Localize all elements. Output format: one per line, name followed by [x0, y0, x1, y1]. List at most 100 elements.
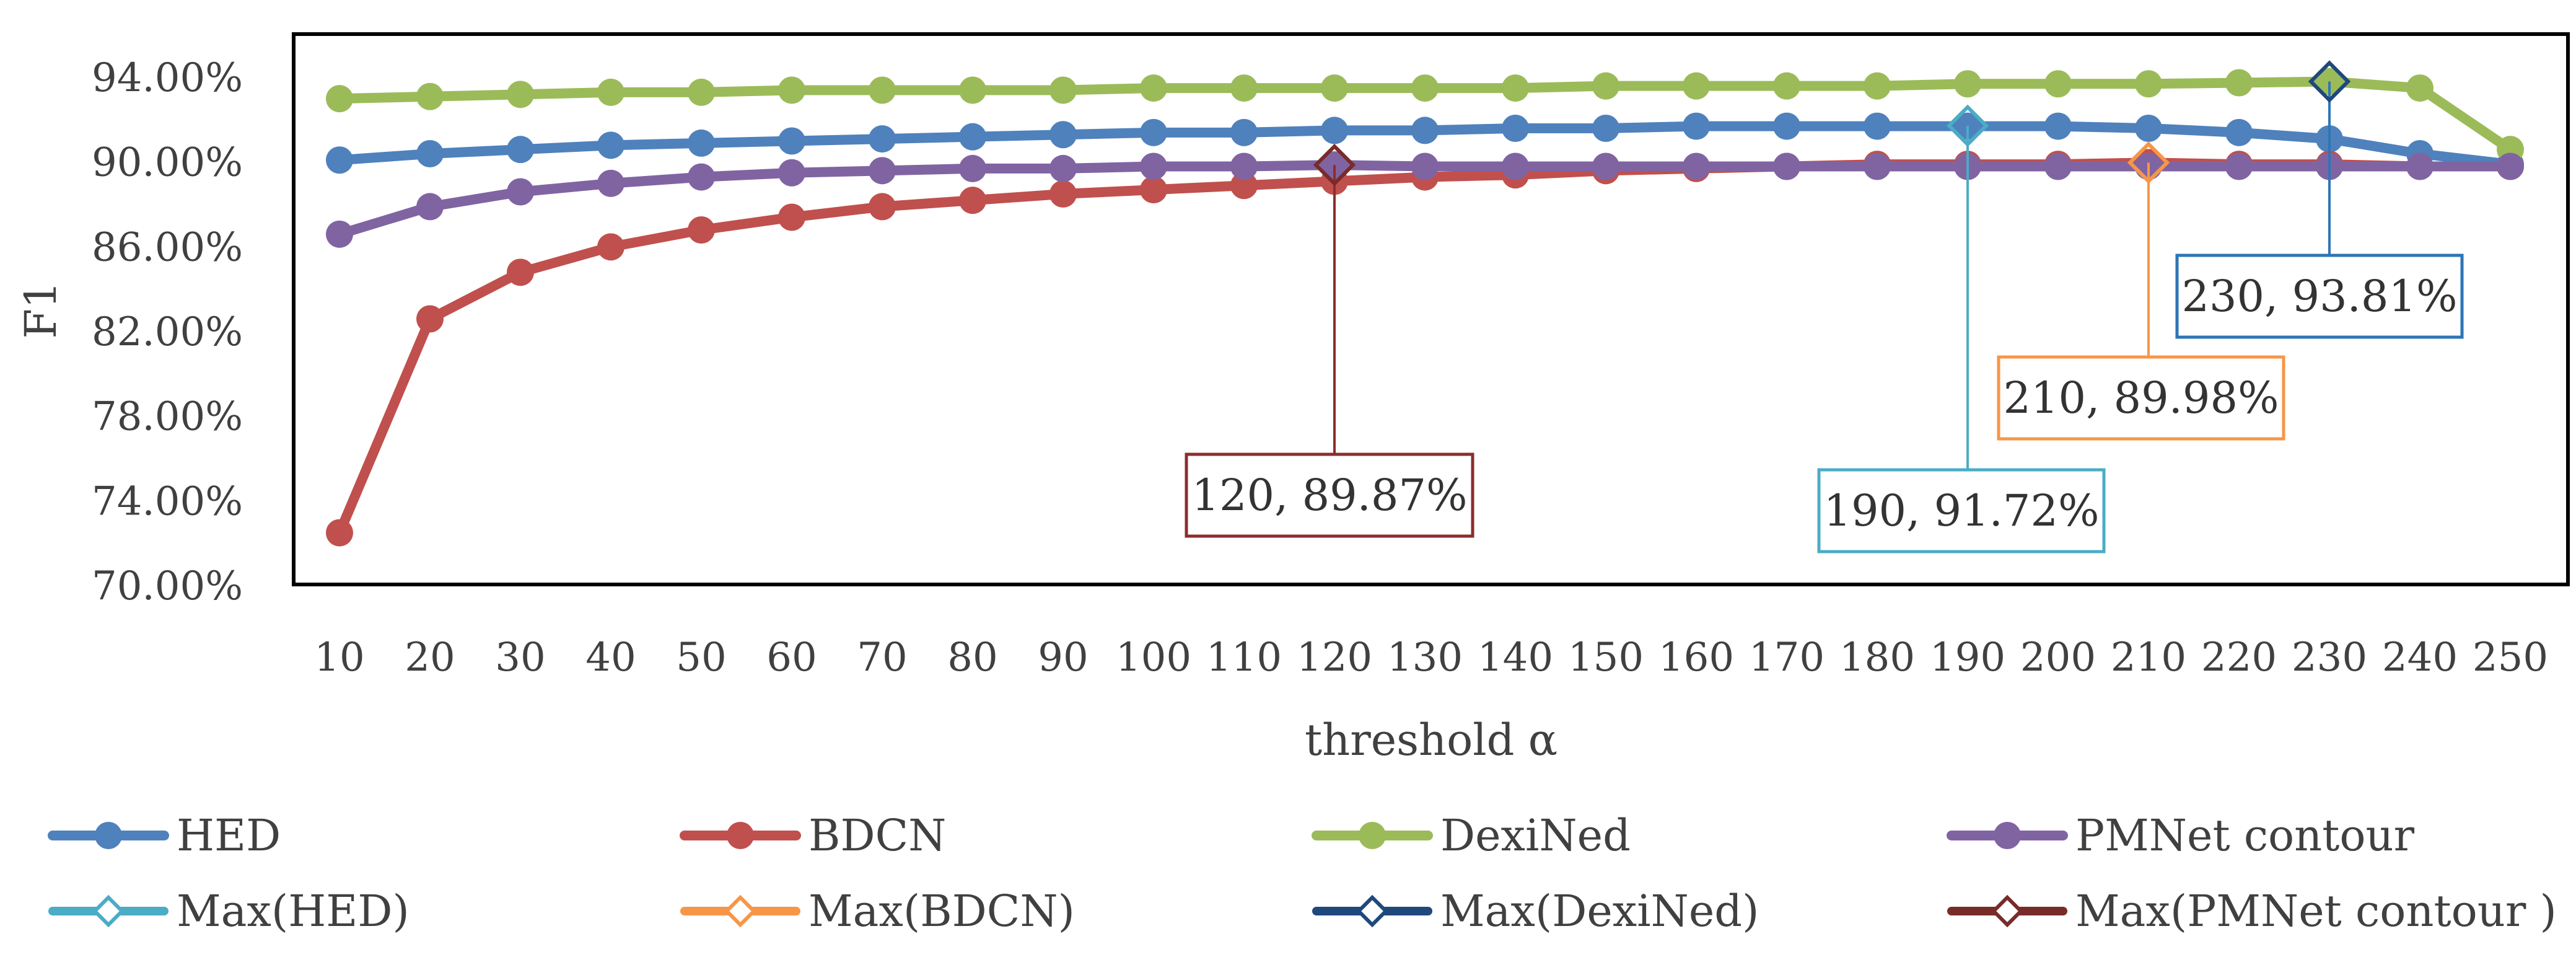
data-point	[1140, 74, 1167, 102]
data-point	[1683, 72, 1710, 100]
data-point	[1773, 152, 1800, 180]
data-point	[2044, 112, 2072, 140]
callout-layer: 190, 91.72% 210, 89.98% 230, 93.81% 120, 89…	[1185, 60, 2464, 553]
legend-label: PMNet contour	[2075, 810, 2415, 861]
data-point	[1411, 74, 1439, 102]
data-point	[959, 154, 986, 182]
x-tick-label: 140	[1478, 635, 1553, 681]
legend-circle-marker	[1994, 822, 2021, 849]
x-tick-label: 130	[1387, 635, 1463, 681]
legend-diamond-marker	[724, 894, 757, 928]
y-tick-label: 82.00%	[92, 309, 243, 355]
x-tick-label: 110	[1206, 635, 1282, 681]
legend-label: BDCN	[808, 810, 946, 861]
x-tick-label: 240	[2382, 635, 2458, 681]
data-point	[2135, 70, 2162, 98]
data-point	[1321, 117, 1348, 144]
legend-entry-max-pmnet-contour: Max(PMNet contour )	[1947, 886, 2557, 937]
x-tick-label: 100	[1116, 635, 1191, 681]
legend-diamond-marker	[1991, 894, 2024, 928]
callout-label: 190, 91.72%	[1823, 485, 2099, 536]
x-axis-ticks: 10 20 30 40 50 60 70 80 90 100 110 120 130 140 150 160 1…	[314, 635, 2548, 681]
legend-circle-marker	[95, 822, 122, 849]
data-point	[1230, 172, 1258, 200]
data-point	[1864, 72, 1891, 100]
data-point	[1140, 176, 1167, 204]
x-tick-label: 80	[947, 635, 997, 681]
data-point	[959, 123, 986, 151]
data-point	[326, 519, 353, 547]
x-tick-label: 40	[585, 635, 636, 681]
data-point	[1230, 118, 1258, 146]
series-dexined	[326, 68, 2524, 164]
y-tick-label: 86.00%	[92, 224, 243, 270]
data-point	[778, 159, 805, 187]
data-point	[869, 157, 896, 185]
data-point	[1321, 74, 1348, 102]
data-point	[2406, 74, 2434, 102]
x-tick-label: 200	[2020, 635, 2096, 681]
legend-entry-bdcn: BDCN	[680, 810, 946, 861]
x-tick-label: 220	[2201, 635, 2277, 681]
data-point	[2225, 118, 2253, 146]
data-point	[1411, 152, 1439, 180]
callout-box	[1185, 452, 1474, 538]
x-tick-label: 20	[405, 635, 455, 681]
data-point	[688, 163, 715, 191]
series-layer	[326, 68, 2524, 547]
legend-entry-max-dexined: Max(DexiNed)	[1312, 886, 1759, 937]
x-tick-label: 90	[1038, 635, 1088, 681]
legend-circle-marker	[727, 822, 754, 849]
data-point	[1502, 115, 1529, 142]
callout-max-hed: 190, 91.72%	[1817, 104, 2106, 553]
data-point	[597, 131, 624, 159]
data-point	[2135, 115, 2162, 142]
data-point	[1592, 152, 1619, 180]
x-tick-label: 190	[1930, 635, 2005, 681]
x-tick-label: 60	[766, 635, 817, 681]
x-tick-label: 160	[1658, 635, 1734, 681]
x-tick-label: 70	[857, 635, 907, 681]
data-point	[326, 220, 353, 248]
data-point	[1502, 152, 1529, 180]
data-point	[507, 178, 534, 206]
callout-max-bdcn: 210, 89.98%	[1997, 141, 2285, 441]
legend-circle-marker	[1359, 822, 1386, 849]
data-point	[869, 193, 896, 221]
callout-max-pmnet-contour: 120, 89.87%	[1185, 143, 1474, 538]
max-diamond-marker	[1946, 104, 1989, 148]
data-point	[1230, 74, 1258, 102]
x-tick-label: 120	[1297, 635, 1372, 681]
legend-entry-hed: HED	[48, 810, 281, 861]
y-tick-label: 70.00%	[92, 563, 243, 609]
data-point	[688, 78, 715, 106]
legend-label: HED	[177, 810, 281, 861]
data-point	[1864, 112, 1891, 140]
max-diamond-marker	[1313, 143, 1356, 187]
data-point	[1683, 112, 1710, 140]
x-tick-label: 230	[2292, 635, 2367, 681]
data-point	[1049, 180, 1077, 208]
legend-entry-dexined: DexiNed	[1312, 810, 1631, 861]
data-point	[2044, 70, 2072, 98]
legend-entry-max-hed: Max(HED)	[48, 886, 410, 937]
data-point	[507, 136, 534, 164]
callout-label: 120, 89.87%	[1191, 470, 1467, 521]
max-diamond-marker	[2308, 60, 2351, 103]
callout-box	[1997, 355, 2285, 441]
callout-box	[1817, 468, 2106, 553]
data-point	[1140, 152, 1167, 180]
data-point	[1049, 154, 1077, 182]
legend-entry-max-bdcn: Max(BDCN)	[680, 886, 1075, 937]
data-point	[2044, 152, 2072, 180]
data-point	[1954, 70, 1981, 98]
legend: HED BDCN DexiNed PMNet contour Max(HED) Max(B…	[48, 810, 2557, 937]
data-point	[597, 169, 624, 197]
callout-max-dexined: 230, 93.81%	[2175, 60, 2464, 339]
data-point	[1592, 72, 1619, 100]
data-point	[1773, 72, 1800, 100]
y-tick-label: 74.00%	[92, 478, 243, 524]
data-point	[959, 76, 986, 104]
data-point	[1411, 117, 1439, 144]
